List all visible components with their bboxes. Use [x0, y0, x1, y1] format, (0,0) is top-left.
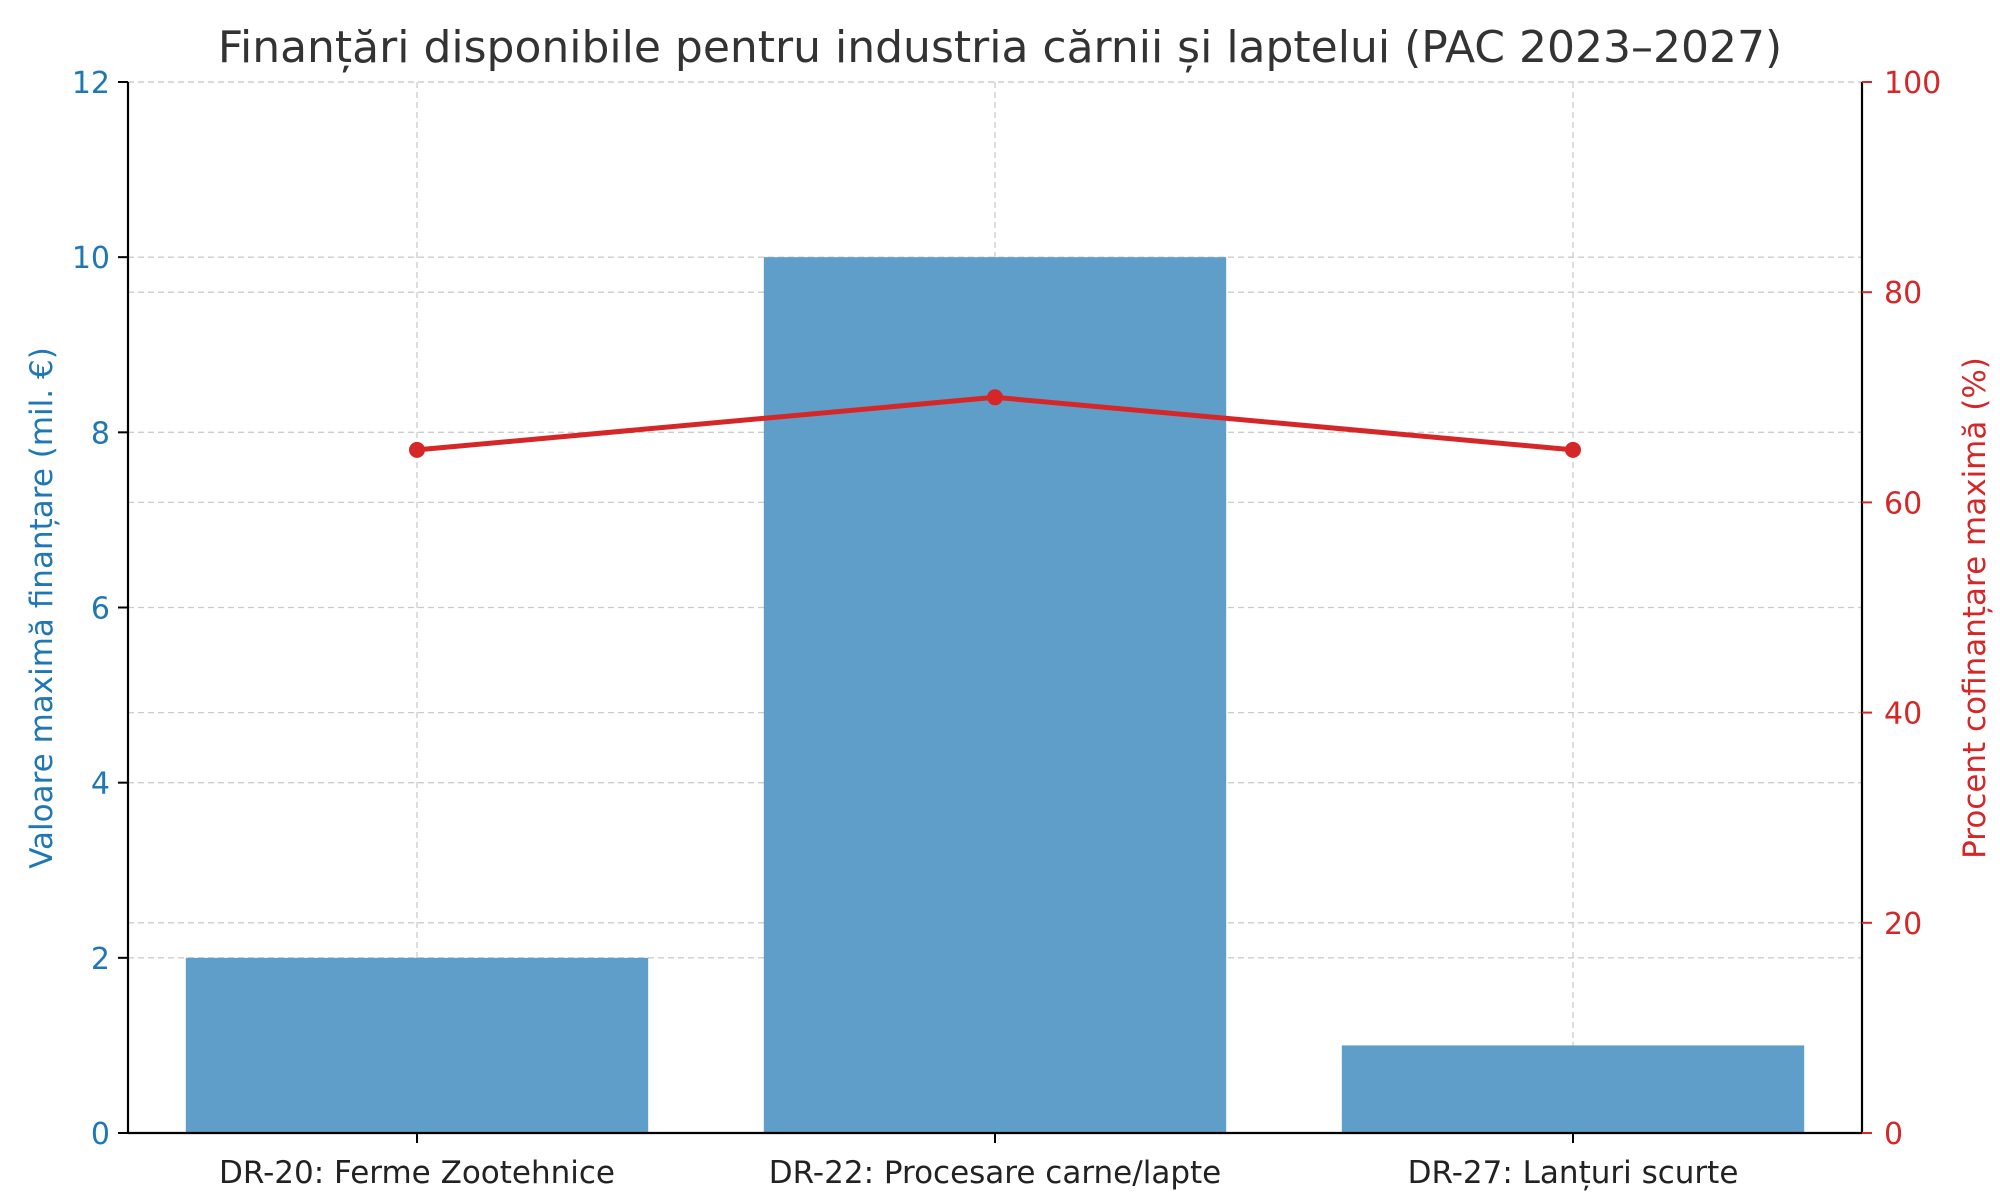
line-point	[409, 441, 425, 458]
bar	[185, 957, 649, 1133]
y-tick-label-left: 10	[72, 241, 110, 276]
y-tick-label-right: 100	[1884, 66, 1941, 101]
chart-title: Finanțări disponibile pentru industria c…	[218, 22, 1782, 73]
y-tick-label-right: 20	[1884, 907, 1922, 942]
bar	[1341, 1045, 1805, 1133]
y-tick-label-right: 60	[1884, 486, 1922, 521]
y-axis-label-left: Valoare maximă finanțare (mil. €)	[24, 347, 60, 869]
x-tick-label: DR-22: Procesare carne/lapte	[769, 1155, 1221, 1191]
y-tick-label-left: 8	[91, 416, 110, 451]
y-tick-label-left: 2	[91, 942, 110, 977]
x-tick-label: DR-27: Lanțuri scurte	[1408, 1155, 1739, 1191]
bar-series	[185, 257, 1805, 1134]
line-point	[987, 389, 1003, 406]
y-tick-label-right: 80	[1884, 276, 1922, 311]
y-tick-label-left: 12	[72, 66, 110, 101]
y-tick-label-right: 40	[1884, 697, 1922, 732]
y-tick-label-left: 4	[91, 767, 110, 802]
x-tick-label: DR-20: Ferme Zootehnice	[219, 1155, 615, 1191]
bar	[763, 257, 1227, 1134]
y-axis-label-right: Procent cofinanțare maximă (%)	[1957, 357, 1993, 859]
y-tick-label-left: 0	[91, 1117, 110, 1152]
y-tick-label-left: 6	[91, 592, 110, 627]
line-point	[1565, 441, 1581, 458]
y-tick-label-right: 0	[1884, 1117, 1903, 1152]
line-series	[409, 389, 1581, 458]
tick-labels: 0 2 4 6 8 10 12 0 20 40 60 80 100 DR-20: Ferme Zooteh…	[72, 66, 1941, 1191]
